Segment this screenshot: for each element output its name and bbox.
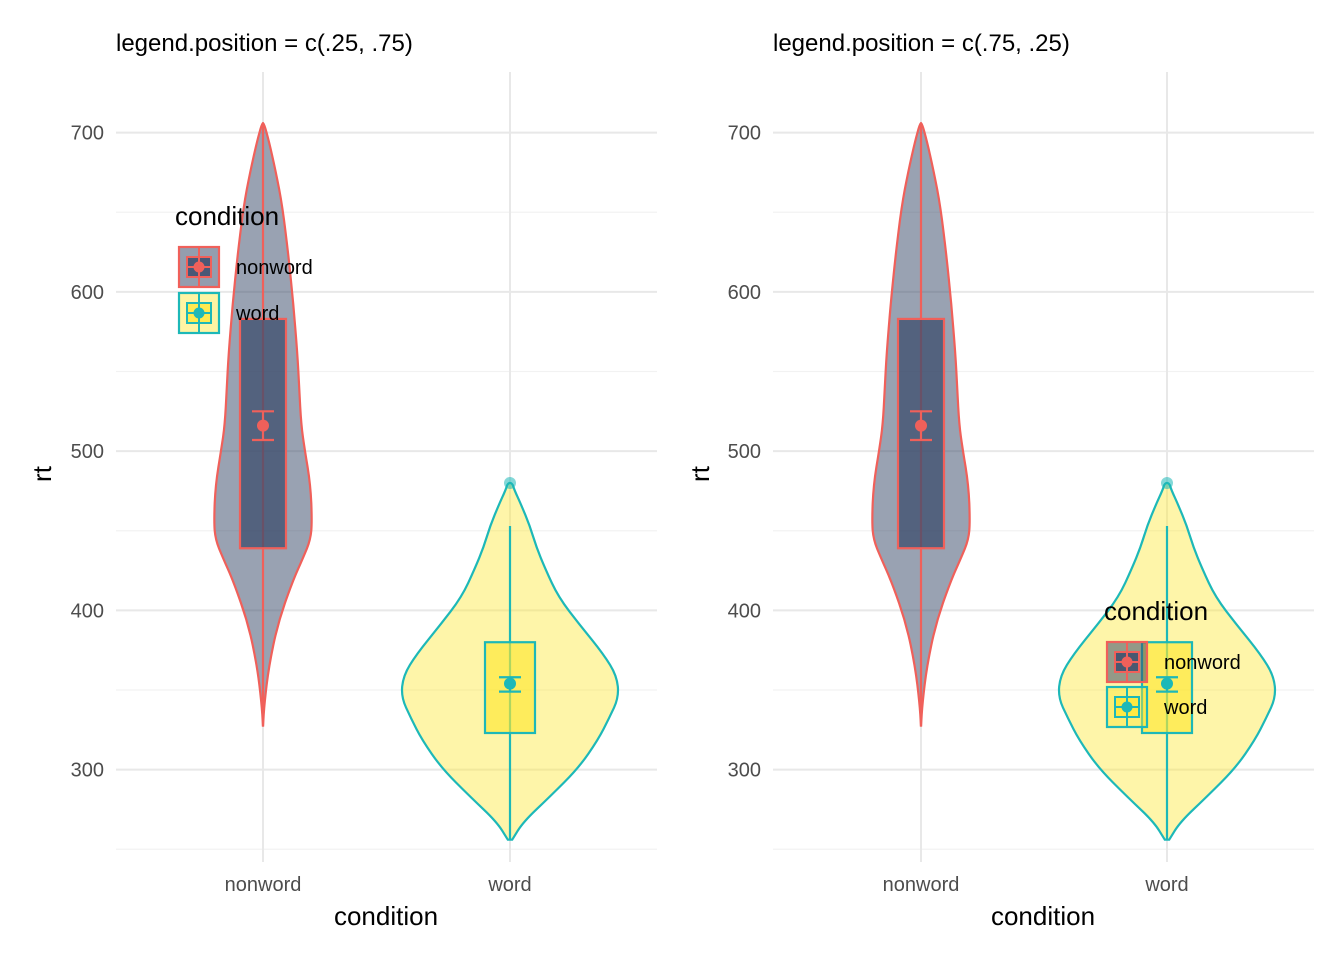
series-word xyxy=(400,476,620,841)
legend-title: condition xyxy=(175,201,279,231)
series-word xyxy=(1057,476,1277,841)
y-tick-label: 700 xyxy=(71,123,104,145)
outlier-point-word xyxy=(1161,476,1173,489)
x-axis-title: condition xyxy=(334,901,438,931)
legend-key-point xyxy=(193,307,205,319)
series-nonword xyxy=(213,121,313,727)
legend-key-point xyxy=(193,261,205,273)
legend-title: condition xyxy=(1104,596,1208,626)
x-tick-label: nonword xyxy=(225,874,302,896)
legend-key-word xyxy=(1105,685,1149,729)
panel-title: legend.position = c(.75, .25) xyxy=(773,30,1070,57)
y-tick-label: 700 xyxy=(728,123,761,145)
y-tick-label: 600 xyxy=(728,282,761,304)
x-tick-label: word xyxy=(487,874,531,896)
legend-key-nonword xyxy=(1105,640,1149,684)
y-axis-title: rt xyxy=(685,465,715,482)
y-tick-label: 400 xyxy=(728,600,761,622)
legend-label: word xyxy=(1163,697,1207,719)
legend-label: word xyxy=(235,303,279,325)
legend-key-nonword xyxy=(177,245,221,289)
chart-panel-1: 300 400 500 600 700 nonword word legend.positio… xyxy=(27,30,657,931)
outlier-point-word xyxy=(504,476,516,489)
legend: condition nonword word xyxy=(1104,596,1241,729)
legend: condition nonword word xyxy=(175,201,313,335)
y-tick-label: 300 xyxy=(71,760,104,782)
x-axis-title: condition xyxy=(991,901,1095,931)
x-tick-label: word xyxy=(1144,874,1188,896)
y-tick-label: 500 xyxy=(71,441,104,463)
panel-title: legend.position = c(.25, .75) xyxy=(116,30,413,57)
legend-key-point xyxy=(1121,701,1133,713)
mean-point-word xyxy=(1161,677,1173,690)
y-tick-label: 500 xyxy=(728,441,761,463)
legend-label: nonword xyxy=(236,257,313,279)
y-axis-title: rt xyxy=(27,465,57,482)
y-tick-label: 400 xyxy=(71,600,104,622)
legend-label: nonword xyxy=(1164,652,1241,674)
x-tick-label: nonword xyxy=(883,874,960,896)
series-nonword xyxy=(871,121,971,727)
legend-key-word xyxy=(177,291,221,335)
mean-point-nonword xyxy=(257,419,269,432)
y-tick-label: 300 xyxy=(728,760,761,782)
chart-panel-2: 300 400 500 600 700 nonword word legend.positio… xyxy=(685,30,1314,931)
legend-key-point xyxy=(1121,656,1133,668)
mean-point-nonword xyxy=(915,419,927,432)
y-tick-label: 600 xyxy=(71,282,104,304)
mean-point-word xyxy=(504,677,516,690)
